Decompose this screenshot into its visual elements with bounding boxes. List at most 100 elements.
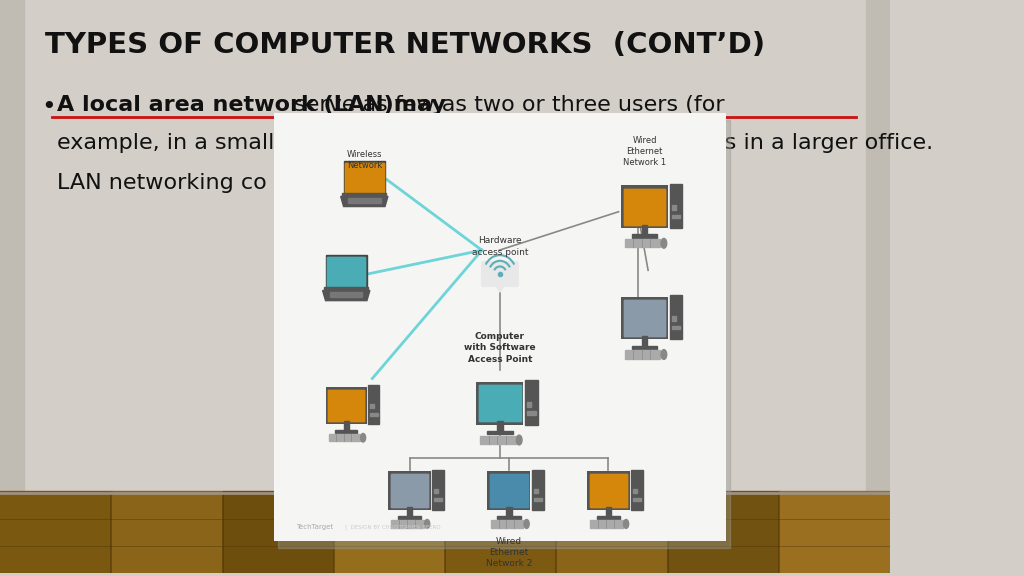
Bar xyxy=(328,390,365,421)
Polygon shape xyxy=(341,196,388,207)
Bar xyxy=(391,520,424,528)
Ellipse shape xyxy=(425,520,430,528)
Bar xyxy=(326,387,367,424)
Bar xyxy=(345,162,384,193)
Polygon shape xyxy=(323,290,370,301)
Text: A local area network (LAN)may: A local area network (LAN)may xyxy=(57,96,446,115)
Text: Hardware
access point: Hardware access point xyxy=(472,237,528,256)
Ellipse shape xyxy=(524,520,529,528)
Bar xyxy=(0,491,113,573)
Bar xyxy=(556,491,669,573)
Bar xyxy=(476,382,523,425)
Text: •: • xyxy=(42,96,56,119)
Bar xyxy=(672,205,676,210)
Bar xyxy=(625,239,660,247)
Bar xyxy=(348,198,381,203)
Bar xyxy=(112,491,223,573)
Bar xyxy=(0,0,25,493)
Text: TechTarget: TechTarget xyxy=(297,524,334,530)
Bar xyxy=(672,316,676,321)
Bar xyxy=(326,255,367,289)
Bar xyxy=(330,292,362,297)
Bar xyxy=(633,498,641,501)
Ellipse shape xyxy=(360,433,366,442)
Bar xyxy=(497,421,503,433)
Ellipse shape xyxy=(662,238,667,248)
Bar xyxy=(779,491,891,573)
Bar xyxy=(590,474,628,507)
Bar xyxy=(642,225,647,236)
Text: |  DESIGN BY CHRISTOPHER BEERO: | DESIGN BY CHRISTOPHER BEERO xyxy=(345,525,440,530)
Bar xyxy=(590,520,623,528)
FancyBboxPatch shape xyxy=(481,262,518,286)
Bar xyxy=(507,507,512,517)
Bar xyxy=(327,257,366,287)
Bar xyxy=(527,401,531,407)
Text: Computer
with Software
Access Point: Computer with Software Access Point xyxy=(464,332,536,363)
Bar xyxy=(273,113,726,541)
Bar xyxy=(525,381,538,425)
Bar xyxy=(222,491,335,573)
Bar xyxy=(334,491,446,573)
Bar xyxy=(624,300,666,336)
Bar xyxy=(670,184,682,228)
Bar xyxy=(668,491,780,573)
Bar xyxy=(407,507,412,517)
Bar xyxy=(622,185,668,228)
Bar xyxy=(632,234,657,238)
Bar xyxy=(329,434,360,441)
Bar xyxy=(479,385,520,421)
Bar xyxy=(490,474,528,507)
Bar xyxy=(625,350,660,359)
Bar xyxy=(369,385,380,424)
Bar xyxy=(606,507,611,517)
Bar xyxy=(434,498,442,501)
Text: LAN networking co: LAN networking co xyxy=(57,173,267,193)
Text: Wired
Ethernet
Network 1: Wired Ethernet Network 1 xyxy=(623,136,667,167)
Text: example, in a small-office network) or several hundred users in a larger office.: example, in a small-office network) or s… xyxy=(57,133,934,153)
Bar xyxy=(445,491,557,573)
Bar xyxy=(633,489,637,494)
Bar xyxy=(490,474,528,507)
Bar xyxy=(498,516,521,519)
Bar xyxy=(432,469,444,510)
Text: Wired
Ethernet
Network 2: Wired Ethernet Network 2 xyxy=(485,537,532,568)
Bar xyxy=(324,287,369,290)
Bar xyxy=(328,390,365,421)
Bar xyxy=(480,436,516,444)
Bar xyxy=(531,469,544,510)
Bar xyxy=(527,411,536,415)
Bar xyxy=(345,162,384,193)
Bar xyxy=(624,189,666,225)
Bar xyxy=(279,120,730,548)
Bar xyxy=(587,471,630,510)
Bar xyxy=(534,498,542,501)
Bar xyxy=(344,161,385,195)
Bar xyxy=(388,471,431,510)
Bar xyxy=(479,385,520,421)
Bar xyxy=(631,469,643,510)
Bar xyxy=(672,215,680,218)
Bar xyxy=(390,474,428,507)
Bar xyxy=(342,193,386,196)
Bar xyxy=(632,346,657,349)
Ellipse shape xyxy=(662,350,667,359)
Bar xyxy=(490,520,523,528)
Bar xyxy=(597,516,621,519)
Bar xyxy=(327,257,366,287)
Text: Wireless
Network: Wireless Network xyxy=(346,150,382,170)
Bar xyxy=(624,189,666,225)
Bar xyxy=(370,404,374,408)
Bar xyxy=(487,471,530,510)
Bar xyxy=(397,516,421,519)
Bar xyxy=(622,297,668,339)
Bar xyxy=(670,295,682,339)
Bar xyxy=(624,300,666,336)
Bar xyxy=(344,421,349,431)
Bar xyxy=(672,326,680,329)
Bar xyxy=(434,489,438,494)
Polygon shape xyxy=(495,285,505,292)
Bar xyxy=(534,489,538,494)
Bar xyxy=(487,431,513,434)
Bar xyxy=(642,336,647,347)
